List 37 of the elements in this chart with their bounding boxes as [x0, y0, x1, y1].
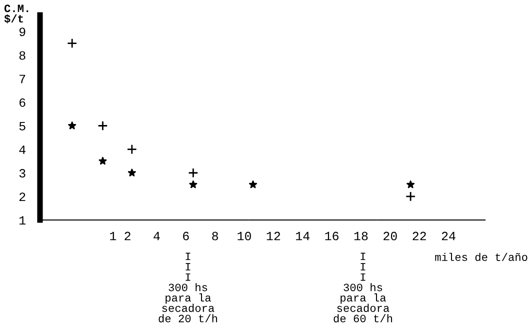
y-tick-label: 5: [19, 122, 26, 130]
y-tick-label: 8: [19, 51, 26, 60]
x-axis-title: miles de t/año: [435, 252, 528, 262]
point: [126, 144, 138, 154]
y-tick-label: 3: [19, 169, 26, 178]
x-tick-label: 14: [296, 232, 310, 240]
y-tick-label: 4: [19, 146, 26, 154]
point: [188, 168, 198, 178]
point: [98, 156, 107, 165]
x-tick-label: 4: [154, 232, 160, 240]
point: [98, 120, 108, 131]
point: [406, 180, 415, 188]
point: [128, 168, 136, 176]
point: [406, 191, 416, 202]
x-tick-label: 1: [110, 232, 116, 240]
x-tick-label: 20: [384, 232, 397, 240]
y-tick-label: 6: [20, 98, 26, 107]
y-tick-label: 1: [20, 216, 26, 225]
x-tick-label: 22: [412, 232, 426, 240]
x-tick-label: 10: [238, 232, 251, 240]
x-tick-label: 6: [183, 232, 189, 240]
y-tick-label: 2: [19, 192, 26, 201]
point: [68, 122, 76, 130]
x-tick-label: 24: [442, 232, 456, 240]
text: I I I 300 hs para la secadora de 20 t/h: [158, 252, 218, 322]
text: I I I 300 hs para la secadora de 60 t/h: [334, 252, 392, 322]
x-tick-label: 8: [212, 232, 218, 240]
y-tick-label: 7: [20, 74, 26, 84]
x-tick-label: 18: [354, 232, 368, 240]
y-tick-label: 9: [19, 28, 26, 36]
x-tick-label: 12: [266, 232, 280, 240]
point: [189, 180, 198, 188]
x-tick-label: 16: [325, 232, 338, 240]
y-axis-title: C.M. $/t: [4, 4, 28, 24]
point: [249, 180, 258, 188]
x-tick-label: 2: [124, 232, 130, 240]
point: [67, 38, 78, 48]
